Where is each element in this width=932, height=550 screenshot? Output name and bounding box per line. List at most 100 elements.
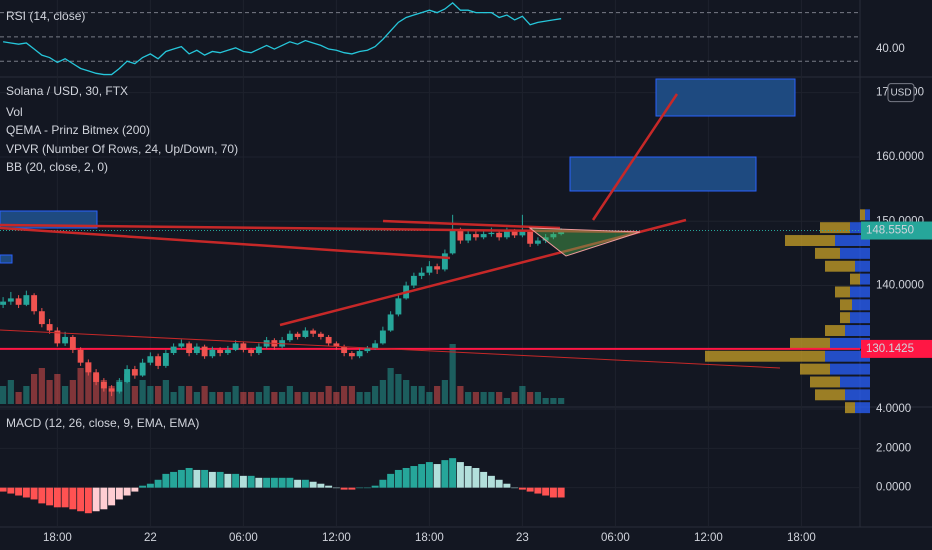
vpvr-up — [840, 376, 870, 388]
candle-body — [542, 237, 549, 241]
vpvr-up — [852, 299, 870, 311]
volume-bar — [124, 374, 131, 404]
vpvr-down — [785, 235, 835, 246]
vpvr-down — [820, 222, 850, 234]
x-tick-label: 18:00 — [415, 532, 444, 544]
volume-bar — [527, 392, 534, 404]
candle-body — [38, 311, 45, 325]
vpvr-down — [850, 273, 860, 285]
y-tick-label: 4.0000 — [876, 403, 911, 415]
y-tick-label: 0.0000 — [876, 482, 911, 494]
macd-histogram-bar — [379, 479, 387, 488]
trend-line — [279, 218, 687, 327]
vpvr-up — [845, 325, 870, 336]
volume-bar — [294, 392, 301, 404]
volume-bar — [379, 380, 386, 404]
volume-bar — [410, 386, 417, 404]
volume-bar — [15, 392, 22, 404]
candle-body — [356, 351, 363, 357]
volume-bar — [449, 344, 456, 404]
macd-histogram-bar — [410, 466, 418, 488]
macd-histogram-bar — [193, 469, 201, 488]
macd-histogram-bar — [449, 458, 457, 488]
vpvr-down — [860, 209, 865, 221]
macd-histogram-bar — [232, 473, 240, 488]
projection-line — [591, 93, 679, 221]
vpvr-up — [855, 402, 870, 414]
volume-bar — [472, 392, 479, 404]
macd-histogram-bar — [38, 487, 46, 504]
candle-body — [457, 230, 464, 241]
candle-body — [15, 298, 22, 305]
volume-bar — [418, 386, 425, 404]
candle-body — [85, 362, 92, 373]
macd-histogram-bar — [177, 469, 185, 488]
candle-body — [240, 343, 247, 350]
volume-bar — [209, 392, 216, 404]
macd-histogram-bar — [46, 487, 54, 506]
volume-bar — [147, 386, 154, 404]
macd-histogram-bar — [348, 487, 356, 490]
candle-body — [116, 381, 123, 392]
volume-bar — [217, 392, 224, 404]
volume-bar — [255, 392, 262, 404]
macd-histogram-bar — [433, 464, 441, 488]
macd-histogram-bar — [317, 483, 325, 488]
volume-bar — [201, 386, 208, 404]
volume-bar — [279, 392, 286, 404]
candle-body — [519, 230, 526, 236]
candle-body — [503, 230, 510, 238]
candle-body — [441, 253, 448, 270]
candle-body — [0, 301, 7, 305]
volume-bar — [465, 392, 472, 404]
volume-bar — [457, 386, 464, 404]
vpvr-up — [840, 247, 870, 259]
candle-body — [124, 369, 131, 382]
candle-body — [410, 275, 417, 286]
candle-body — [178, 343, 185, 347]
macd-histogram-bar — [557, 487, 565, 498]
line-price-badge — [861, 339, 932, 358]
last-price-badge — [861, 221, 932, 240]
macd-histogram-bar — [15, 487, 23, 496]
candle-body — [155, 356, 162, 366]
candle-body — [193, 346, 200, 354]
macd-histogram-bar — [332, 487, 340, 489]
volume-bar — [170, 392, 177, 404]
volume-bar — [488, 392, 495, 404]
macd-histogram-bar — [325, 485, 333, 488]
candle-body — [333, 343, 340, 347]
volume-bar — [193, 392, 200, 404]
macd-histogram-bar — [22, 487, 30, 498]
volume-bar — [403, 380, 410, 404]
macd-histogram-bar — [123, 487, 131, 496]
candle-body — [341, 346, 348, 354]
macd-histogram-bar — [518, 487, 526, 490]
volume-bar — [162, 380, 169, 404]
candle-body — [93, 372, 100, 382]
macd-histogram-bar — [84, 487, 92, 514]
macd-histogram-bar — [255, 477, 263, 488]
macd-histogram-bar — [526, 487, 534, 492]
macd-histogram-bar — [154, 479, 162, 488]
macd-histogram-bar — [162, 473, 170, 488]
candle-body — [364, 348, 371, 352]
candle-body — [248, 349, 255, 354]
vpvr-down — [825, 325, 845, 336]
candle-body — [302, 330, 309, 337]
vpvr-down — [840, 299, 852, 311]
macd-histogram-bar — [278, 477, 286, 488]
volume-bar — [186, 386, 193, 404]
candle-body — [511, 230, 518, 236]
volume-bar — [46, 380, 53, 404]
x-tick-label: 22 — [144, 532, 157, 544]
vpvr-up — [865, 209, 870, 221]
volume-bar — [496, 392, 503, 404]
volume-bar — [558, 398, 565, 404]
candle-body — [100, 381, 107, 389]
macd-histogram-bar — [247, 475, 255, 488]
macd-histogram-bar — [356, 487, 364, 489]
macd-histogram-bar — [387, 473, 395, 488]
vpvr-up — [855, 260, 870, 272]
